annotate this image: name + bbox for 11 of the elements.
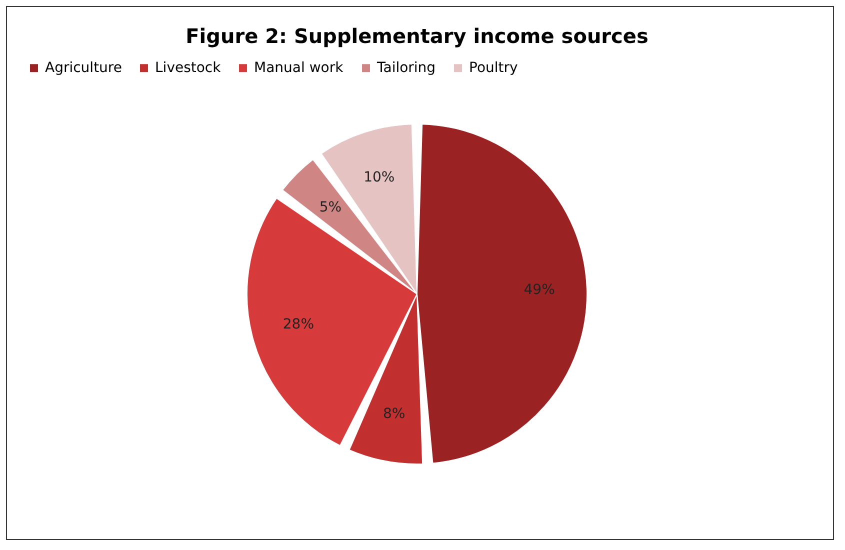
legend-label: Livestock	[155, 60, 222, 76]
legend-label: Manual work	[254, 60, 344, 76]
data-label: 28%	[282, 316, 314, 332]
data-label: 10%	[364, 170, 395, 186]
chart-title: Figure 2: Supplementary income sources	[186, 24, 648, 48]
legend-label: Tailoring	[376, 60, 436, 76]
data-label: 8%	[382, 406, 406, 422]
legend-label: Poultry	[469, 60, 518, 76]
data-label: 49%	[524, 282, 555, 298]
data-label: 5%	[319, 199, 342, 216]
legend-label: Agriculture	[45, 60, 122, 76]
